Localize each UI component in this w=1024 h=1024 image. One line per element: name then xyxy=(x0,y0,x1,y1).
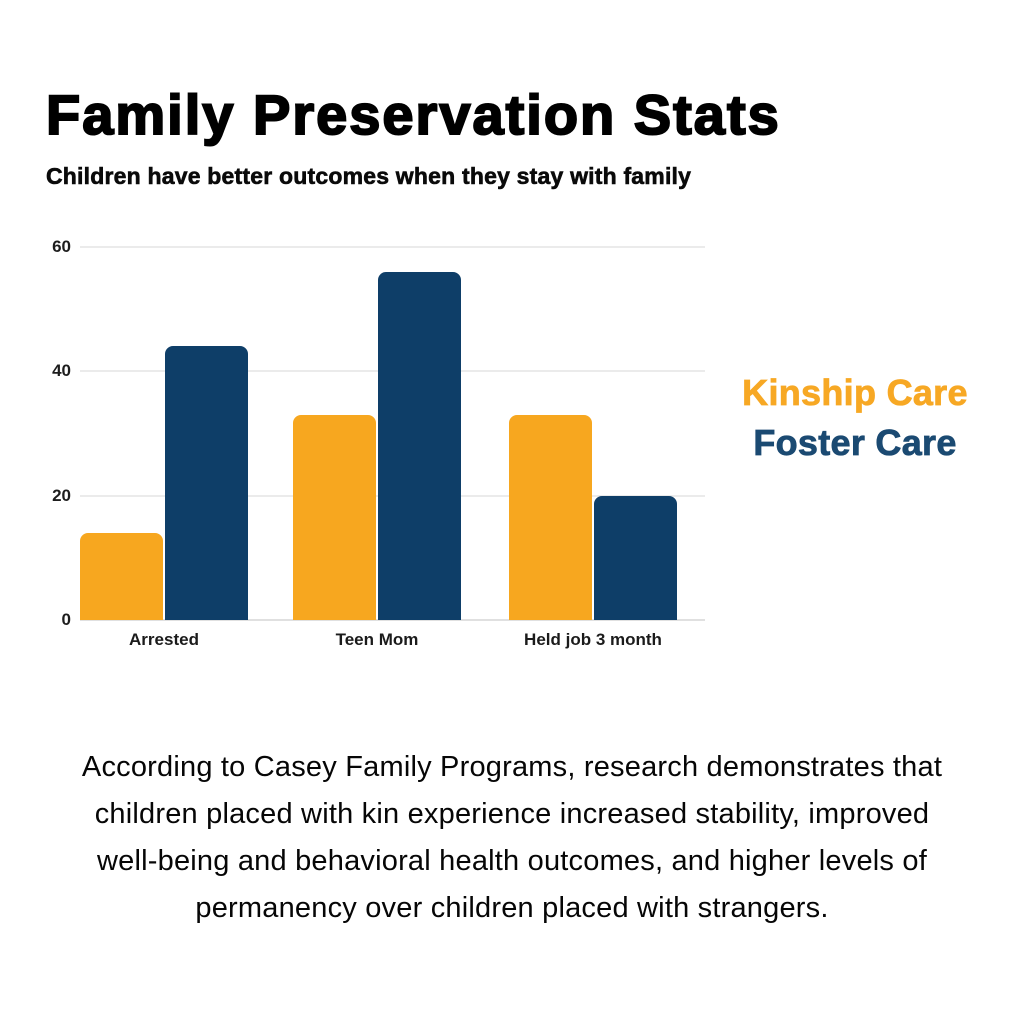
legend-item-foster-care: Foster Care xyxy=(753,422,957,464)
bar-kinship-care-arrested xyxy=(80,532,163,620)
page-title: Family Preservation Stats xyxy=(45,83,781,146)
chart-legend: Kinship Care Foster Care xyxy=(690,368,1020,468)
body-line: well-being and behavioral health outcome… xyxy=(97,845,927,877)
y-tick-label-0: 0 xyxy=(61,610,71,629)
bar-foster-care-held-job-3-month xyxy=(594,495,677,620)
x-category-label-held-job-3-month: Held job 3 month xyxy=(524,630,662,649)
body-line: According to Casey Family Programs, rese… xyxy=(81,751,943,783)
body-line: children placed with kin experience incr… xyxy=(94,798,930,830)
x-category-label-arrested: Arrested xyxy=(129,630,199,649)
bar-kinship-care-teen-mom xyxy=(293,414,376,620)
bar-group-arrested: Arrested xyxy=(80,247,248,649)
plot-area: 0 20 40 60 Arrested Teen Mom Held job 3 month xyxy=(52,237,705,649)
gridline-0 xyxy=(80,619,705,621)
x-category-label-teen-mom: Teen Mom xyxy=(335,630,419,649)
legend-item-kinship-care: Kinship Care xyxy=(742,372,968,414)
y-tick-label-40: 40 xyxy=(52,361,71,381)
bar-chart: 0 20 40 60 Arrested Teen Mom Held job 3 month … xyxy=(52,237,1020,649)
bar-group-teen-mom: Teen Mom xyxy=(293,247,461,649)
body-line: permanency over children placed with str… xyxy=(195,892,829,924)
bar-foster-care-arrested xyxy=(165,346,248,620)
page-subtitle: Children have better outcomes when they … xyxy=(46,163,692,190)
gridline-60 xyxy=(80,246,705,248)
y-tick-label-20: 20 xyxy=(52,485,71,505)
y-tick-label-60: 60 xyxy=(52,237,71,256)
bar-kinship-care-held-job-3-month xyxy=(509,414,592,620)
bar-foster-care-teen-mom xyxy=(378,271,461,620)
body-paragraph: According to Casey Family Programs, rese… xyxy=(32,744,992,932)
bar-group-held-job-3-month: Held job 3 month xyxy=(509,247,677,649)
